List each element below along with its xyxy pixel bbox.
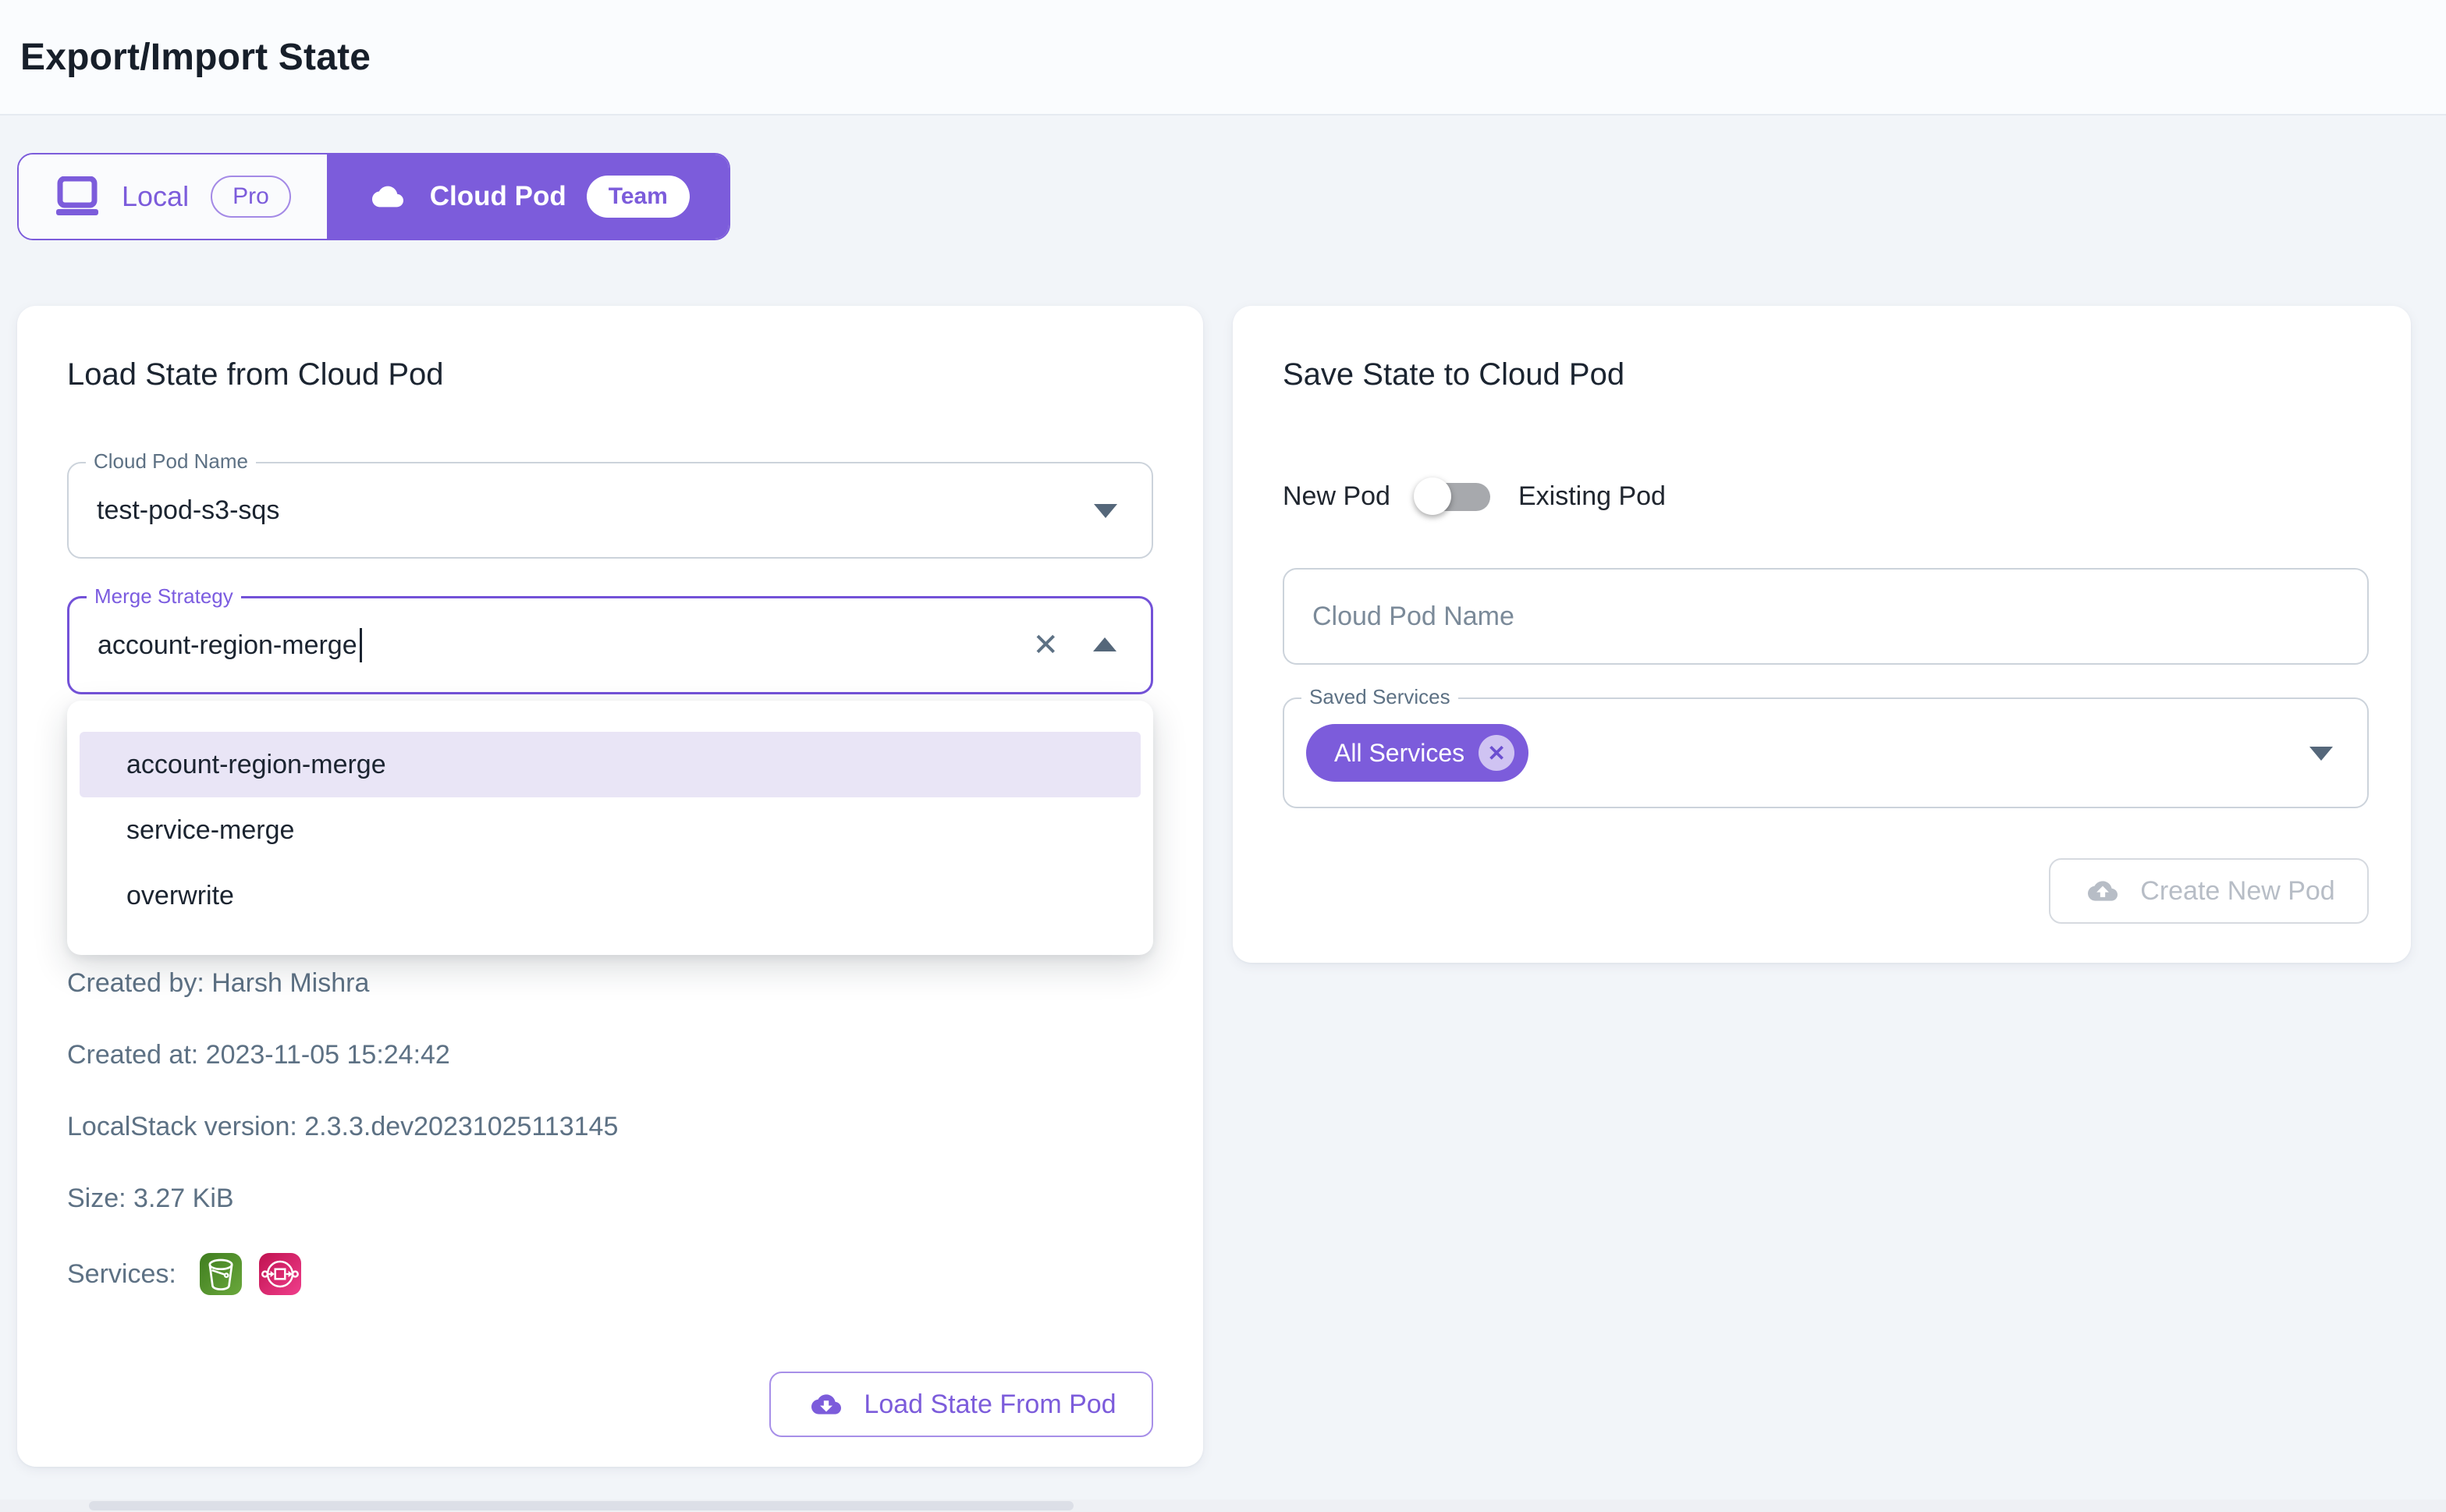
pod-name-select-value: test-pod-s3-sqs: [97, 495, 280, 525]
chip-delete-icon[interactable]: ✕: [1479, 735, 1515, 771]
merge-strategy-label: Merge Strategy: [87, 584, 241, 609]
tab-cloud-pod[interactable]: Cloud Pod Team: [326, 154, 729, 239]
tab-local-label: Local: [122, 180, 190, 212]
new-pod-label: New Pod: [1283, 481, 1390, 511]
switch-knob[interactable]: [1413, 477, 1451, 515]
dropdown-option-service-merge[interactable]: service-merge: [126, 815, 295, 845]
pod-name-select-label: Cloud Pod Name: [86, 449, 256, 474]
load-state-button[interactable]: Load State From Pod: [769, 1372, 1153, 1437]
team-badge: Team: [586, 176, 690, 218]
save-card-title: Save State to Cloud Pod: [1283, 357, 1625, 392]
chevron-down-icon[interactable]: [2309, 747, 2333, 761]
save-pod-name-field[interactable]: [1283, 568, 2369, 665]
all-services-chip-label: All Services: [1334, 738, 1465, 767]
services-row: Services:: [67, 1253, 618, 1295]
cloud-upload-icon: [2088, 881, 2118, 901]
saved-services-field[interactable]: Saved Services All Services ✕: [1283, 685, 2369, 808]
tab-cloud-pod-label: Cloud Pod: [429, 181, 566, 211]
s3-service-icon: [199, 1253, 242, 1295]
all-services-chip[interactable]: All Services ✕: [1306, 724, 1529, 782]
merge-strategy-dropdown: account-region-merge service-merge overw…: [67, 701, 1153, 955]
pod-size: Size: 3.27 KiB: [67, 1183, 234, 1213]
sqs-service-icon: [258, 1253, 301, 1295]
tab-local[interactable]: Local Pro: [19, 154, 327, 239]
services-label: Services:: [67, 1258, 176, 1289]
pro-badge: Pro: [211, 176, 291, 218]
save-pod-name-input[interactable]: [1312, 570, 2179, 663]
dropdown-option-account-region-merge[interactable]: account-region-merge: [80, 732, 1141, 797]
create-new-pod-button[interactable]: Create New Pod: [2049, 858, 2369, 924]
pod-metadata: Created by: Harsh Mishra Created at: 202…: [67, 966, 618, 1295]
pod-mode-switch[interactable]: [1413, 473, 1495, 520]
load-state-card: Load State from Cloud Pod Cloud Pod Name…: [17, 306, 1203, 1467]
horizontal-scrollbar[interactable]: [0, 1500, 2446, 1512]
text-caret: [359, 628, 362, 662]
created-by: Created by: Harsh Mishra: [67, 967, 370, 998]
save-state-card: Save State to Cloud Pod New Pod Existing…: [1233, 306, 2411, 963]
pod-mode-toggle-row: New Pod Existing Pod: [1283, 470, 1666, 523]
load-card-title: Load State from Cloud Pod: [67, 357, 444, 392]
localstack-version: LocalStack version: 2.3.3.dev20231025113…: [67, 1111, 619, 1141]
clear-icon[interactable]: ✕: [1032, 628, 1059, 662]
page-title: Export/Import State: [20, 36, 371, 78]
existing-pod-label: Existing Pod: [1518, 481, 1666, 511]
cloud-download-icon: [811, 1394, 842, 1414]
scrollbar-thumb[interactable]: [89, 1501, 1074, 1510]
load-state-button-label: Load State From Pod: [864, 1389, 1116, 1419]
created-at: Created at: 2023-11-05 15:24:42: [67, 1039, 450, 1070]
merge-strategy-input[interactable]: Merge Strategy account-region-merge ✕: [67, 584, 1153, 694]
saved-services-label: Saved Services: [1301, 685, 1458, 709]
dropdown-option-overwrite[interactable]: overwrite: [126, 880, 234, 910]
mode-switch: Local Pro Cloud Pod Team: [17, 153, 730, 240]
merge-strategy-value: account-region-merge: [98, 630, 357, 660]
page-header: Export/Import State: [0, 0, 2446, 115]
cloud-icon: [371, 186, 403, 208]
laptop-icon: [56, 176, 98, 215]
create-new-pod-button-label: Create New Pod: [2140, 875, 2335, 906]
chevron-up-icon[interactable]: [1093, 637, 1116, 651]
pod-name-select[interactable]: Cloud Pod Name test-pod-s3-sqs: [67, 449, 1153, 559]
chevron-down-icon[interactable]: [1094, 504, 1117, 518]
